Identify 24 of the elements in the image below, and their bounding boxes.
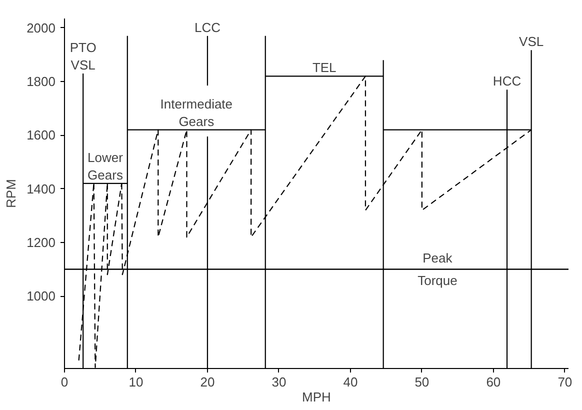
y-tick-label: 1200: [26, 234, 56, 250]
y-tick-label: 1600: [26, 128, 56, 143]
x-axis-title: MPH: [302, 390, 331, 404]
x-tick-label: 0: [60, 374, 68, 390]
x-tick-label: 70: [558, 374, 572, 390]
legend-label: PTO VSL: [70, 40, 96, 72]
x-tick-label: 60: [486, 374, 501, 390]
series-label: VSL: [519, 34, 544, 50]
series-label: HCC: [492, 74, 522, 89]
series-label: TEL: [312, 60, 336, 76]
ref-line-label: Peak Torque: [418, 250, 458, 288]
y-tick-label: 1800: [26, 74, 56, 90]
y-axis-title: RPM: [4, 179, 19, 208]
y-tick-label: 2000: [26, 20, 56, 36]
x-tick-label: 40: [343, 374, 358, 390]
x-tick-label: 30: [272, 374, 286, 390]
y-tick-label: 1400: [26, 181, 56, 196]
x-tick-label: 20: [200, 374, 215, 390]
x-tick-label: 50: [414, 374, 430, 390]
series-label: LCC: [194, 20, 220, 35]
series-label: Intermediate Gears: [160, 96, 233, 129]
series-label: Lower Gears: [88, 150, 124, 182]
x-tick-label: 10: [128, 374, 144, 390]
y-tick-label: 1000: [26, 288, 56, 304]
